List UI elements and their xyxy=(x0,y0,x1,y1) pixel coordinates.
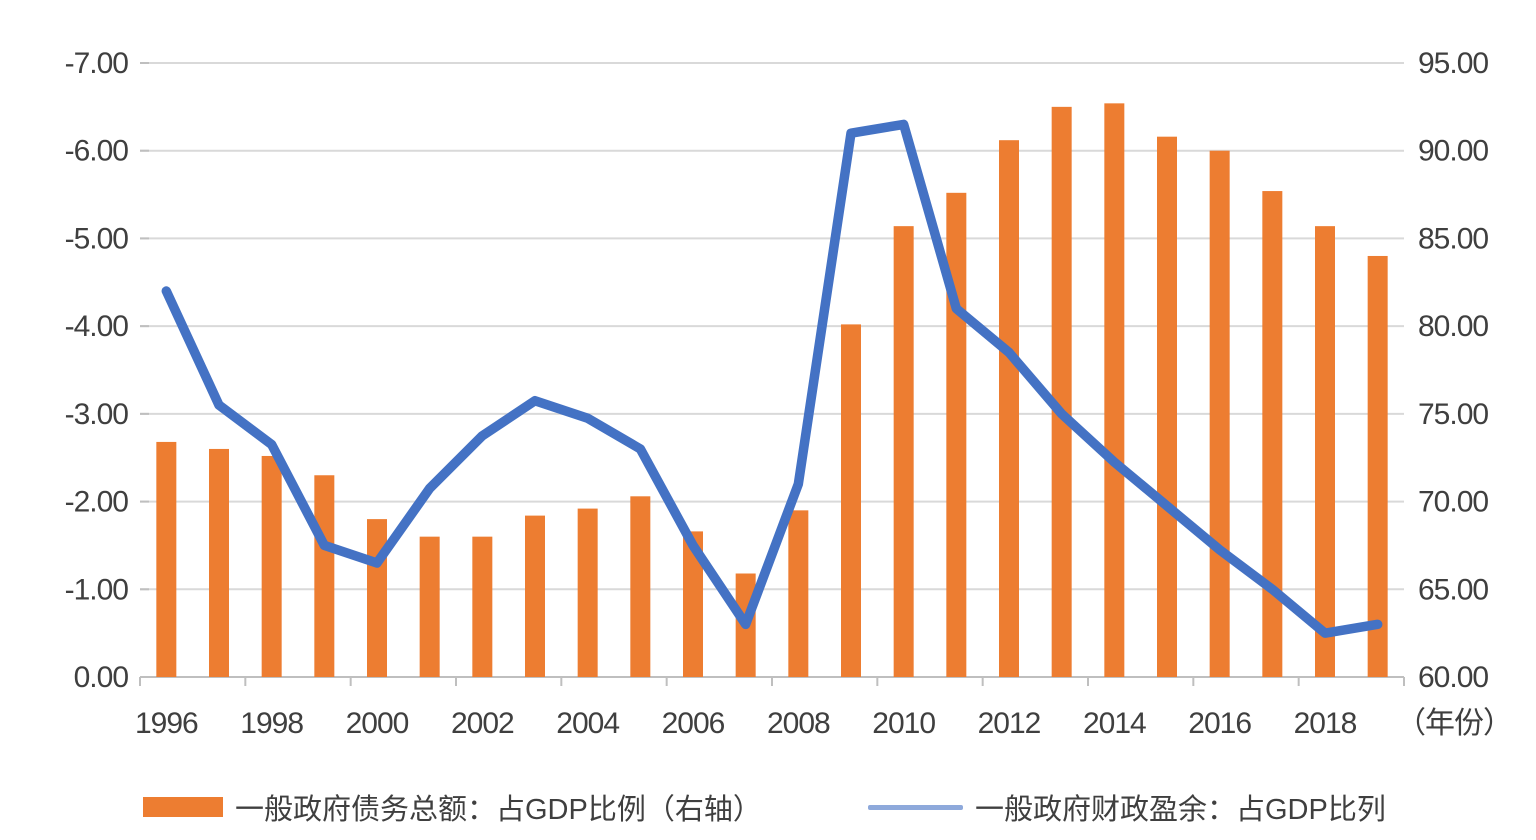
x-axis-label: 2018 xyxy=(1294,707,1357,740)
bar-2005 xyxy=(630,496,651,677)
left-axis-tick-label: -2.00 xyxy=(65,486,129,519)
bar-2008 xyxy=(788,510,809,677)
x-axis-label: 2016 xyxy=(1188,707,1251,740)
right-axis-tick-label: 65.00 xyxy=(1418,573,1488,606)
right-axis-tick-label: 60.00 xyxy=(1418,661,1488,694)
right-axis-tick-label: 90.00 xyxy=(1418,135,1488,168)
left-axis-tick-label: -1.00 xyxy=(65,573,129,606)
x-axis-label: 2000 xyxy=(346,707,409,740)
left-axis-tick-label: -7.00 xyxy=(65,47,129,80)
legend: 一般政府债务总额：占GDP比例（右轴） 一般政府财政盈余：占GDP比列 xyxy=(0,783,1536,831)
bar-2013 xyxy=(1051,106,1072,678)
line-series-surplus xyxy=(161,119,1383,638)
legend-item-surplus: 一般政府财政盈余：占GDP比列 xyxy=(868,783,1386,831)
x-axis-label: 2002 xyxy=(451,707,514,740)
x-axis-label: 2012 xyxy=(978,707,1041,740)
x-axis-label: 1996 xyxy=(135,707,198,740)
legend-item-debt: 一般政府债务总额：占GDP比例（右轴） xyxy=(143,783,762,831)
right-axis-tick-label: 75.00 xyxy=(1418,398,1488,431)
x-axis-label: 2006 xyxy=(662,707,725,740)
x-axis-label: 2010 xyxy=(872,707,935,740)
bar-2017 xyxy=(1262,191,1283,677)
left-axis-tick-label: -3.00 xyxy=(65,398,129,431)
legend-label-debt: 一般政府债务总额：占GDP比例（右轴） xyxy=(235,794,762,826)
x-axis-label: 1998 xyxy=(240,707,303,740)
right-axis-tick-label: 85.00 xyxy=(1418,222,1488,255)
x-axis-label: 2014 xyxy=(1083,707,1146,740)
bar-2003 xyxy=(525,515,545,677)
bar-2010 xyxy=(893,226,914,678)
x-axis-unit-label: （年份） xyxy=(1396,707,1512,740)
bar-1997 xyxy=(209,448,229,677)
left-axis-tick-label: 0.00 xyxy=(74,661,129,694)
x-axis-label: 2008 xyxy=(767,707,830,740)
left-axis-tick-label: -4.00 xyxy=(65,310,129,343)
legend-line-swatch xyxy=(868,804,963,810)
bar-2016 xyxy=(1209,150,1230,677)
left-axis-tick-label: -6.00 xyxy=(65,135,129,168)
legend-bar-swatch xyxy=(143,797,223,817)
bar-2019 xyxy=(1367,255,1388,677)
bar-2015 xyxy=(1157,136,1177,677)
bar-2009 xyxy=(841,324,861,677)
bar-2011 xyxy=(946,192,967,677)
bar-2006 xyxy=(683,531,703,677)
bar-2001 xyxy=(419,536,440,677)
bar-1996 xyxy=(156,441,177,677)
x-axis-label: 2004 xyxy=(556,707,619,740)
right-axis-tick-label: 80.00 xyxy=(1418,310,1488,343)
bar-1998 xyxy=(261,455,282,677)
bar-1999 xyxy=(314,475,335,677)
right-axis-tick-label: 70.00 xyxy=(1418,486,1488,519)
bar-2012 xyxy=(999,140,1019,677)
bar-2018 xyxy=(1315,226,1335,678)
left-axis-tick-label: -5.00 xyxy=(65,222,129,255)
bar-2004 xyxy=(577,508,598,677)
bar-2002 xyxy=(472,536,493,677)
right-axis-tick-label: 95.00 xyxy=(1418,47,1488,80)
legend-label-surplus: 一般政府财政盈余：占GDP比列 xyxy=(975,794,1386,826)
bar-2014 xyxy=(1104,103,1125,677)
bar-2000 xyxy=(367,519,387,677)
